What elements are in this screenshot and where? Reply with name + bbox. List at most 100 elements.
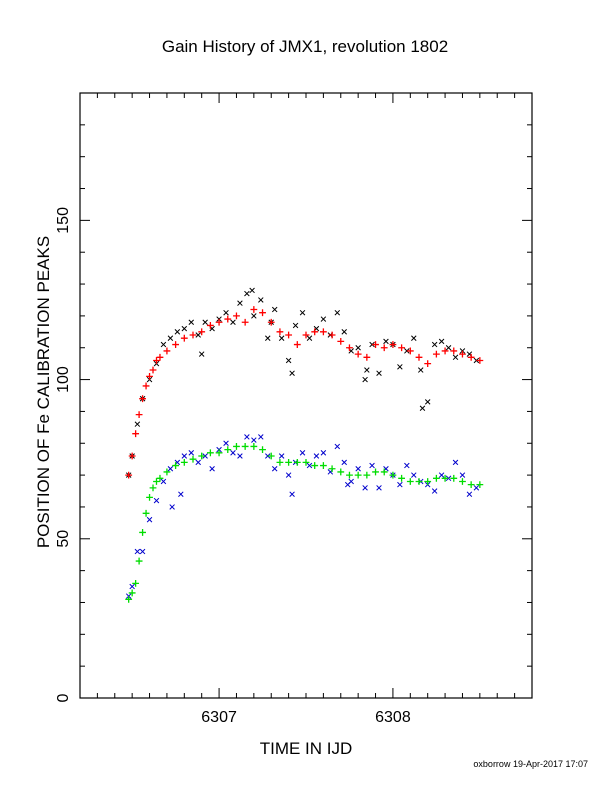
x-marker	[466, 491, 473, 497]
plus-marker	[149, 484, 157, 492]
x-marker	[188, 450, 195, 456]
plus-marker	[459, 478, 466, 485]
x-marker	[362, 485, 368, 491]
plus-marker	[424, 478, 432, 485]
plus-marker	[149, 366, 157, 374]
plus-marker	[354, 471, 362, 479]
x-marker	[271, 306, 278, 313]
x-marker	[306, 335, 313, 341]
x-marker	[299, 309, 306, 316]
plus-marker	[337, 337, 345, 345]
x-marker	[292, 322, 299, 329]
x-marker	[230, 319, 236, 326]
plus-marker	[125, 471, 133, 479]
x-marker	[174, 329, 181, 335]
plus-marker	[363, 471, 371, 479]
plus-marker	[206, 449, 214, 457]
x-marker	[271, 465, 278, 472]
plus-marker	[135, 411, 143, 419]
plus-marker	[172, 462, 180, 469]
plot-frame	[79, 92, 533, 699]
plus-marker	[398, 474, 406, 482]
x-marker	[258, 434, 264, 440]
plus-marker	[424, 360, 432, 368]
plus-marker	[153, 478, 160, 485]
x-marker	[237, 300, 243, 306]
x-marker	[397, 364, 403, 370]
plus-marker	[132, 430, 140, 438]
plus-marker	[276, 458, 284, 466]
plus-marker	[215, 449, 223, 457]
plus-marker	[293, 341, 301, 348]
plus-marker	[380, 468, 388, 476]
plus-marker	[432, 474, 440, 482]
plus-marker	[241, 318, 249, 326]
x-marker	[129, 583, 135, 590]
plus-marker	[180, 334, 188, 342]
x-marker	[431, 341, 438, 348]
x-marker	[452, 459, 459, 466]
x-marker	[341, 459, 347, 466]
series-3	[125, 434, 480, 599]
plus-marker	[450, 474, 458, 482]
plus-marker	[389, 471, 397, 479]
x-marker	[169, 504, 175, 510]
plus-marker	[476, 481, 484, 489]
plus-marker	[311, 462, 319, 469]
plus-marker	[302, 458, 310, 466]
x-marker	[334, 309, 341, 316]
x-marker	[265, 453, 271, 459]
plus-marker	[163, 347, 171, 355]
x-marker	[417, 367, 424, 373]
plus-marker	[319, 328, 327, 336]
plus-marker	[224, 315, 232, 323]
x-marker	[289, 491, 295, 497]
plus-marker	[328, 465, 336, 473]
x-marker	[202, 319, 208, 326]
plus-marker	[450, 347, 458, 355]
tick-labels: 6307 6308 0 50 100 150	[55, 207, 411, 726]
plus-marker	[163, 468, 171, 476]
x-marker	[230, 450, 236, 456]
x-marker	[438, 338, 445, 345]
x-marker	[134, 421, 141, 427]
plus-marker	[259, 309, 266, 317]
plus-marker	[337, 468, 345, 476]
x-marker	[202, 453, 208, 459]
plus-marker	[259, 446, 266, 454]
plus-marker	[241, 443, 249, 450]
x-marker	[278, 453, 285, 459]
x-marker	[198, 351, 205, 357]
footer-credit: oxborrow 19-Apr-2017 17:07	[473, 759, 588, 769]
series-2	[125, 306, 484, 479]
plus-marker	[156, 474, 164, 482]
plus-marker	[267, 452, 275, 460]
x-marker	[431, 488, 438, 494]
x-marker	[209, 465, 215, 472]
x-marker	[397, 481, 403, 488]
plus-marker	[406, 347, 414, 355]
plus-marker	[180, 458, 188, 466]
plus-marker	[346, 471, 353, 479]
x-marker	[383, 338, 389, 345]
x-marker	[237, 453, 243, 459]
plus-marker	[276, 328, 284, 336]
y-tick-label: 50	[55, 530, 72, 548]
x-marker	[445, 344, 452, 351]
x-marker	[146, 516, 153, 523]
plus-marker	[441, 347, 449, 355]
x-marker	[459, 472, 466, 478]
plus-marker	[285, 458, 293, 466]
plus-marker	[293, 458, 301, 466]
plus-marker	[302, 331, 310, 339]
axis-ticks	[79, 92, 533, 699]
plus-marker	[441, 474, 449, 482]
x-marker	[285, 357, 292, 364]
plus-marker	[467, 353, 475, 361]
x-tick-label: 6308	[375, 709, 411, 726]
x-marker	[223, 440, 229, 447]
x-marker	[167, 335, 174, 341]
x-marker	[251, 313, 257, 319]
plus-marker	[153, 357, 160, 364]
